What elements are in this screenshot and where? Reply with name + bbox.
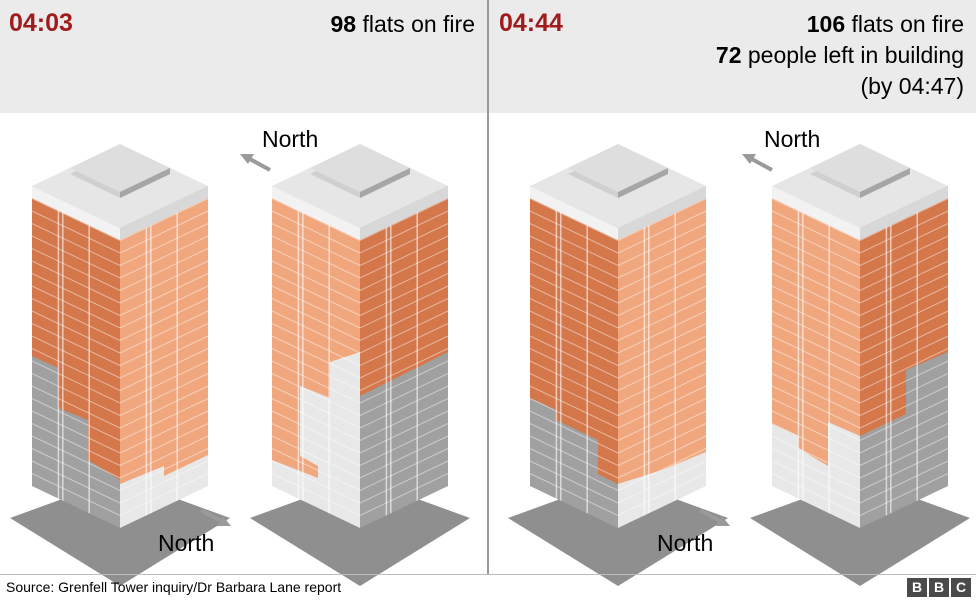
stats-block: 106 flats on fire 72 people left in buil… [716, 9, 964, 102]
footer-divider [0, 574, 976, 575]
tower-04-44-view-a [508, 144, 728, 586]
tower-04-03-view-a [10, 144, 230, 586]
header-panel-0403: 04:03 98 flats on fire [0, 0, 487, 113]
stat-line: (by 04:47) [716, 71, 964, 102]
header-panel-0444: 04:44 106 flats on fire 72 people left i… [489, 0, 976, 113]
stat-text: people left in building [741, 42, 964, 68]
stat-number: 98 [330, 11, 357, 37]
source-note: Source: Grenfell Tower inquiry/Dr Barbar… [6, 579, 342, 595]
stat-line: 98 flats on fire [331, 9, 475, 40]
stat-text: flats on fire [356, 11, 475, 37]
stat-text: flats on fire [845, 11, 964, 37]
stat-text: (by 04:47) [860, 73, 964, 99]
north-arrow-icon [742, 154, 773, 172]
time-label: 04:03 [9, 9, 73, 37]
north-label: North [262, 126, 319, 152]
stat-number: 106 [806, 11, 846, 37]
tower-04-03-view-b [250, 144, 470, 586]
tower-04-44-view-b [750, 144, 970, 586]
stats-block: 98 flats on fire [331, 9, 475, 40]
bbc-logo-letter: C [951, 578, 971, 597]
north-arrow-icon [240, 154, 271, 172]
panel-divider [487, 0, 489, 574]
stat-line: 72 people left in building [716, 40, 964, 71]
north-label: North [764, 126, 821, 152]
tower-illustrations [10, 144, 970, 586]
north-label: North [657, 530, 714, 556]
time-label: 04:44 [499, 9, 563, 37]
stat-line: 106 flats on fire [716, 9, 964, 40]
bbc-logo: B B C [907, 578, 971, 597]
north-arrow-icon [699, 508, 730, 526]
bbc-logo-letter: B [907, 578, 927, 597]
north-arrow-icon [200, 508, 231, 526]
stat-number: 72 [715, 42, 742, 68]
north-label: North [158, 530, 215, 556]
bbc-logo-letter: B [929, 578, 949, 597]
